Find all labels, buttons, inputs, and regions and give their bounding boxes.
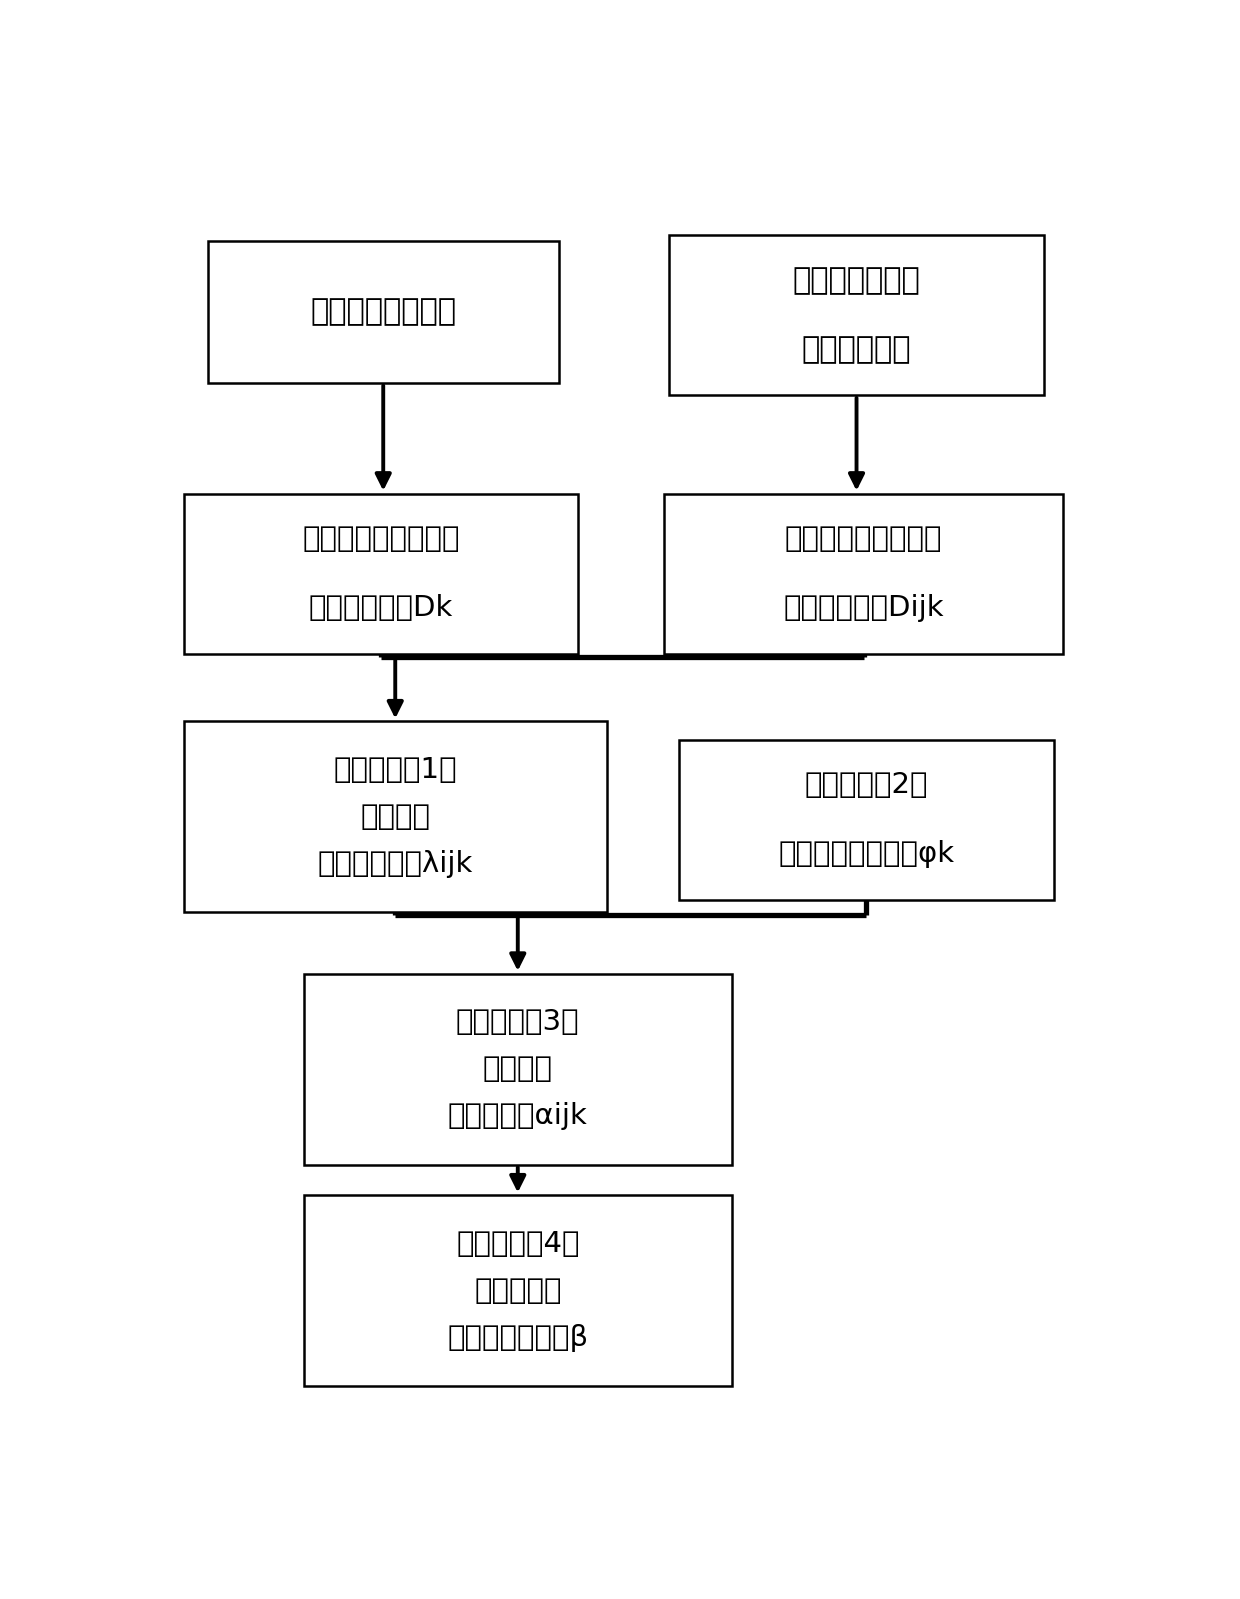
Bar: [304, 974, 732, 1164]
Text: 损伤框架模型: 损伤框架模型: [802, 334, 911, 365]
Text: 确立层间位移Dijk: 确立层间位移Dijk: [784, 595, 944, 622]
Text: 依据公式（4）: 依据公式（4）: [456, 1230, 579, 1258]
Text: 确立层间位移Dk: 确立层间位移Dk: [309, 595, 453, 622]
Text: 确立层易损性系数φk: 确立层易损性系数φk: [777, 841, 955, 868]
Bar: [184, 494, 578, 654]
Text: 确立框架的: 确立框架的: [474, 1276, 562, 1305]
Text: 重要性系数αijk: 重要性系数αijk: [448, 1102, 588, 1130]
Text: 进行静力弹塑性分析: 进行静力弹塑性分析: [785, 524, 942, 553]
Bar: [678, 740, 1054, 900]
Text: 进行静力弹塑性分析: 进行静力弹塑性分析: [303, 524, 460, 553]
Text: 抗震鲁棒性指标β: 抗震鲁棒性指标β: [448, 1324, 588, 1351]
Text: 确立柱的: 确立柱的: [482, 1055, 553, 1083]
Text: 建立完整框架模型: 建立完整框架模型: [310, 297, 456, 326]
Text: 确立柱的: 确立柱的: [361, 803, 430, 831]
Bar: [304, 1196, 732, 1386]
Bar: [670, 235, 1044, 395]
Text: 依据公式（2）: 依据公式（2）: [805, 771, 928, 800]
Text: 层重要性系数λijk: 层重要性系数λijk: [317, 849, 472, 878]
Text: 依据公式（3）: 依据公式（3）: [456, 1009, 579, 1036]
Bar: [208, 241, 558, 382]
Bar: [184, 721, 606, 911]
Text: 依据公式（1）: 依据公式（1）: [334, 756, 458, 784]
Text: 建立（移除柱）: 建立（移除柱）: [792, 265, 920, 296]
Bar: [665, 494, 1063, 654]
